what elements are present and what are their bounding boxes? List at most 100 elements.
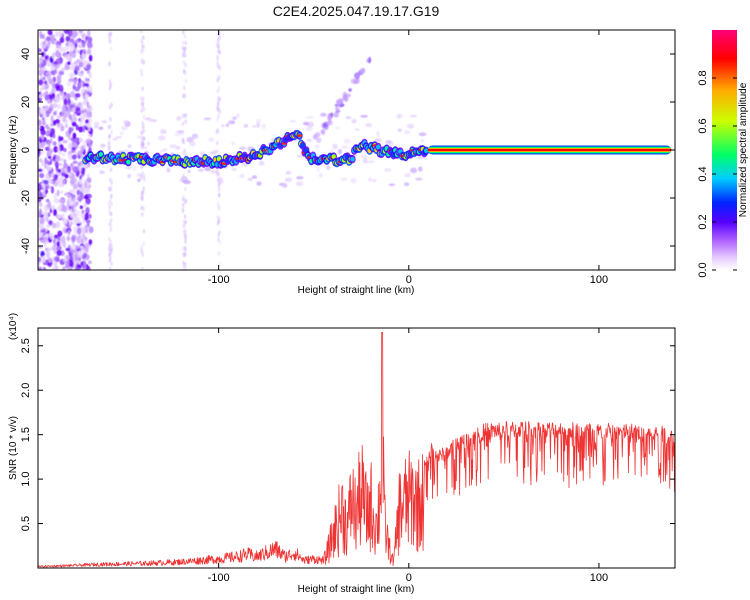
noise-blob — [43, 204, 49, 212]
noise-blob — [64, 173, 69, 179]
noise-blob — [76, 49, 80, 54]
noise-blob — [74, 65, 80, 72]
noise-blob — [82, 248, 86, 254]
noise-blob — [53, 146, 59, 153]
streak-blob — [140, 108, 143, 113]
snr-multiplier: (x10⁴) — [8, 313, 19, 340]
halo-blob — [285, 170, 292, 175]
noise-blob — [87, 133, 92, 138]
noise-blob — [44, 94, 49, 101]
noise-blob — [38, 94, 42, 98]
noise-blob — [67, 109, 71, 115]
streak-blob — [218, 261, 222, 267]
noise-blob — [38, 232, 43, 239]
halo-blob — [409, 114, 418, 118]
streak-blob — [216, 201, 220, 206]
noise-blob — [84, 243, 88, 250]
noise-blob — [73, 116, 78, 123]
halo-blob — [144, 117, 152, 121]
noise-blob — [86, 254, 90, 260]
noise-blob — [73, 142, 77, 148]
noise-blob — [77, 102, 82, 107]
diagonal-blob — [333, 111, 339, 118]
noise-blob — [39, 87, 43, 92]
noise-blob — [50, 205, 56, 210]
noise-blob — [43, 243, 47, 248]
noise-blob — [71, 107, 76, 113]
snr-xlabel: Height of straight line (km) — [298, 584, 415, 595]
streak-blob — [216, 89, 219, 94]
noise-blob — [61, 152, 66, 157]
noise-blob — [57, 168, 62, 173]
noise-blob — [47, 203, 50, 209]
noise-blob — [50, 128, 56, 135]
halo-blob — [305, 126, 313, 131]
streak-blob — [141, 48, 144, 53]
streak-blob — [182, 30, 185, 35]
spectrogram-ytick-label: 0 — [20, 147, 32, 153]
noise-blob — [73, 197, 77, 201]
noise-blob — [58, 84, 64, 92]
noise-blob — [81, 40, 86, 48]
halo-blob — [305, 115, 314, 120]
halo-blob — [127, 144, 132, 148]
halo-blob — [418, 132, 427, 137]
halo-blob — [296, 154, 303, 158]
spectrogram-marks — [38, 30, 672, 270]
streak-blob — [217, 101, 220, 107]
snr-xtick-label: -100 — [208, 572, 230, 584]
halo-blob — [231, 167, 237, 171]
halo-blob — [220, 124, 225, 128]
diagonal-blob — [360, 67, 366, 74]
noise-blob — [84, 189, 89, 194]
streak-blob — [218, 35, 221, 40]
noise-blob — [38, 257, 42, 262]
streak-blob — [184, 151, 187, 157]
noise-blob — [59, 136, 64, 141]
noise-blob — [58, 198, 65, 204]
noise-blob — [38, 57, 44, 64]
ridge-peak — [297, 134, 302, 138]
streak-blob — [107, 124, 111, 130]
halo-blob — [100, 143, 106, 148]
noise-blob — [63, 240, 67, 249]
noise-blob — [76, 189, 80, 195]
halo-blob — [303, 121, 310, 126]
noise-blob — [59, 242, 65, 247]
noise-blob — [69, 220, 73, 227]
streak-blob — [142, 114, 146, 120]
streak-blob — [141, 251, 144, 256]
streak-blob — [140, 145, 144, 150]
noise-blob — [60, 125, 65, 132]
noise-blob — [56, 103, 61, 109]
noise-blob — [68, 72, 75, 79]
streak-blob — [142, 186, 145, 191]
snr-xtick-label: 0 — [406, 572, 412, 584]
noise-blob — [69, 91, 76, 98]
streak-blob — [108, 210, 111, 215]
noise-blob — [51, 40, 55, 45]
streak-blob — [142, 44, 145, 49]
noise-blob — [55, 221, 61, 229]
noise-blob — [65, 254, 71, 260]
noise-blob — [72, 113, 76, 118]
halo-blob — [318, 172, 323, 178]
streak-blob — [140, 244, 143, 250]
noise-blob — [88, 260, 92, 265]
noise-blob — [59, 37, 65, 43]
noise-blob — [44, 183, 50, 188]
noise-blob — [45, 227, 48, 233]
noise-blob — [38, 125, 41, 130]
noise-blob — [45, 175, 50, 180]
streak-blob — [107, 141, 111, 147]
noise-blob — [63, 147, 67, 153]
noise-blob — [52, 208, 56, 217]
noise-blob — [88, 72, 92, 79]
noise-blob — [38, 119, 42, 126]
snr-xtick-label: 100 — [590, 572, 608, 584]
halo-blob — [136, 135, 141, 139]
noise-blob — [64, 112, 69, 118]
noise-blob — [43, 80, 48, 85]
halo-blob — [236, 113, 240, 119]
snr-ytick-label: 1.5 — [20, 427, 32, 442]
